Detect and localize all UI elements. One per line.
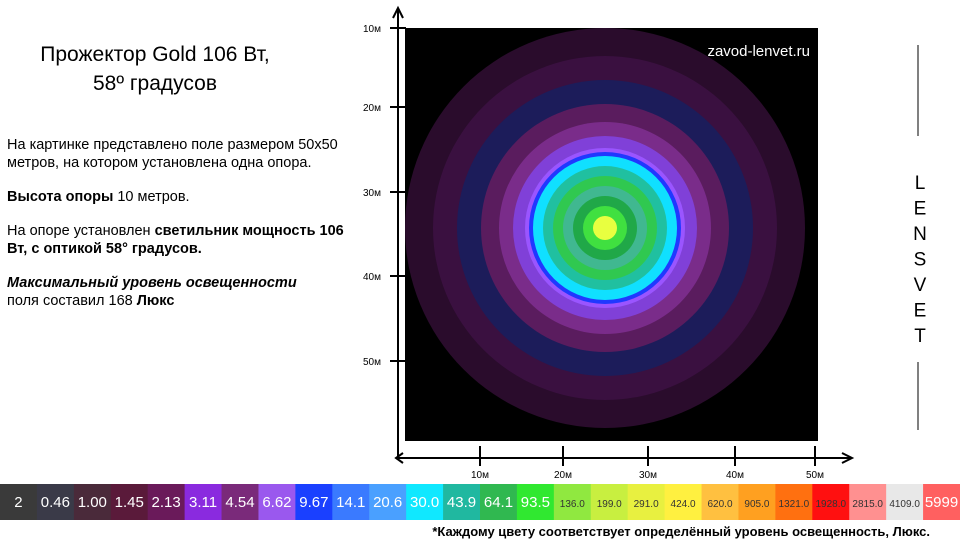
scale-label: 1321.0: [779, 499, 810, 510]
brand-letter: E: [914, 301, 927, 322]
x-label: 30м: [639, 470, 657, 481]
scale-cell: [258, 484, 296, 520]
scale-label: 43.9: [447, 494, 476, 511]
brand-letter: E: [914, 199, 927, 220]
scale-label: 64.1: [484, 494, 513, 511]
scale-label: 14.1: [336, 494, 365, 511]
scale-label: 620.0: [707, 499, 732, 510]
paragraph: На картинке представлено поле размером 5…: [7, 137, 338, 171]
scale-cell: [627, 484, 666, 520]
scale-cell: [147, 484, 186, 520]
scale-label: 905.0: [744, 499, 769, 510]
scale-cell: [443, 484, 481, 520]
scale-label: 4109.0: [889, 499, 920, 510]
text: поля составил 168: [7, 293, 137, 309]
scale-label: 2: [14, 494, 22, 511]
scale-label: 3.11: [189, 494, 217, 511]
scale-cell: [812, 484, 850, 520]
title-line: Прожектор Gold 106 Вт,: [40, 43, 270, 66]
scale-label: 0.46: [41, 494, 70, 511]
scale-cell: [0, 484, 38, 520]
brand-letter: S: [914, 250, 927, 271]
y-label: 10м: [363, 24, 381, 35]
arrow: [841, 452, 855, 464]
bold-text: светильник мощность 106 Вт, с оптикой 58…: [7, 223, 344, 257]
scale-cell: [406, 484, 444, 520]
scale-label: 199.0: [597, 499, 622, 510]
scale-label: 424.0: [671, 499, 696, 510]
scale-label: 1.45: [115, 494, 144, 511]
scale-label: 9.67: [299, 494, 328, 511]
scale-cell: [480, 484, 518, 520]
scale-cell: [590, 484, 629, 520]
scale-cell: [73, 484, 112, 520]
brand-letter: N: [913, 224, 927, 245]
scale-cell: [36, 484, 75, 520]
scale-cell: [110, 484, 149, 520]
text: На опоре установлен: [7, 223, 155, 239]
arrow: [394, 452, 404, 464]
scale-label: 136.0: [560, 499, 585, 510]
brand-letter: V: [914, 275, 927, 296]
x-label: 40м: [726, 470, 744, 481]
italic-text: Максимальный уровень освещенности: [7, 275, 297, 291]
brand-letter: T: [914, 326, 926, 347]
scale-cell: [295, 484, 333, 520]
scale-label: 30.0: [410, 494, 439, 511]
scale-cell: [849, 484, 887, 520]
scale-cell: [701, 484, 739, 520]
scale-label: 1928.0: [815, 499, 846, 510]
scale-label: 20.6: [373, 494, 402, 511]
scale-label: 291.0: [634, 499, 659, 510]
scale-label: 1.00: [78, 494, 107, 511]
bold-text: Высота опоры: [7, 189, 114, 205]
arrow: [392, 5, 404, 19]
footnote: *Каждому цвету соответствует определённы…: [432, 524, 930, 539]
scale-label: 5999: [925, 494, 958, 511]
scale-cell: [738, 484, 776, 520]
scale-label: 4.54: [225, 494, 254, 511]
color-scale: 2 0.46 1.00 1.45 2.13 3.11 4.54 6.62 9.67 14.1 20.…: [0, 484, 960, 520]
scale-cell: [184, 484, 223, 520]
paragraph: На опоре установлен светильник мощность …: [7, 222, 352, 258]
x-label: 20м: [554, 470, 572, 481]
x-label: 50м: [806, 470, 824, 481]
scale-cell: [332, 484, 370, 520]
scale-label: 93.5: [521, 494, 550, 511]
paragraph: Высота опоры 10 метров.: [7, 188, 352, 206]
x-label: 10м: [471, 470, 489, 481]
bold-text: Люкс: [136, 293, 175, 309]
y-label: 40м: [363, 272, 381, 283]
description: На картинке представлено поле размером 5…: [7, 136, 352, 326]
text: 10 метров.: [113, 189, 190, 205]
scale-cell: [664, 484, 703, 520]
y-label: 30м: [363, 188, 381, 199]
scale-label: 2815.0: [852, 499, 883, 510]
y-label: 20м: [363, 103, 381, 114]
watermark: zavod-lenvet.ru: [707, 43, 810, 60]
brand-letter: L: [915, 173, 926, 194]
scale-label: 6.62: [262, 494, 291, 511]
scale-cell: [369, 484, 407, 520]
rings: [405, 28, 805, 428]
y-label: 50м: [363, 357, 381, 368]
ring: [593, 216, 617, 240]
scale-cell: [923, 484, 960, 520]
title-line: 58º градусов: [93, 72, 217, 95]
scale-cell: [886, 484, 924, 520]
scale-cell: [553, 484, 592, 520]
figure: zavod-lenvet.ru 2 0.46 1.00 1.45 2.13 3.11 4.5…: [0, 5, 960, 520]
scale-cell: [516, 484, 555, 520]
paragraph: Максимальный уровень освещенности поля со…: [7, 274, 352, 310]
scale-label: 2.13: [152, 494, 181, 511]
title: Прожектор Gold 106 Вт, 58º градусов: [0, 40, 310, 98]
scale-cell: [221, 484, 259, 520]
scale-cell: [775, 484, 813, 520]
